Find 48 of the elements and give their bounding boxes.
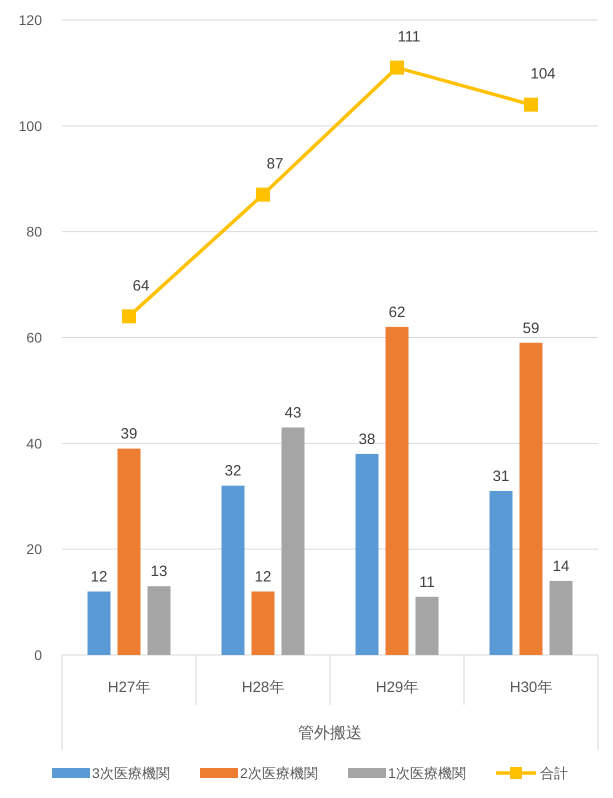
point bbox=[390, 60, 404, 75]
bar bbox=[252, 592, 274, 655]
y-tick-label: 40 bbox=[26, 435, 42, 452]
y-tick-label: 120 bbox=[18, 12, 42, 28]
data-label: 104 bbox=[530, 66, 556, 83]
point bbox=[524, 98, 538, 112]
x-axis-title: 管外搬送 bbox=[298, 725, 362, 742]
bar bbox=[88, 592, 110, 655]
bar bbox=[118, 448, 140, 655]
bar bbox=[282, 427, 304, 655]
data-label: 87 bbox=[266, 156, 284, 173]
x-tick-label: H30年 bbox=[510, 679, 552, 696]
bar bbox=[356, 454, 378, 655]
bar bbox=[386, 326, 408, 655]
data-label: 39 bbox=[120, 426, 138, 443]
data-label: 11 bbox=[419, 574, 435, 591]
bar bbox=[222, 486, 244, 655]
data-label: 14 bbox=[552, 558, 570, 575]
point bbox=[256, 188, 270, 202]
y-tick-label: 60 bbox=[26, 330, 42, 346]
y-tick-label: 20 bbox=[26, 541, 42, 558]
legend-label: 合計 bbox=[540, 765, 568, 781]
x-tick-label: H27年 bbox=[108, 679, 150, 696]
point bbox=[122, 309, 136, 324]
bar bbox=[550, 580, 572, 655]
data-label: 12 bbox=[90, 568, 108, 586]
x-tick-label: H28年 bbox=[242, 679, 284, 696]
data-label: 13 bbox=[150, 563, 168, 580]
bar bbox=[148, 586, 170, 655]
data-label: 12 bbox=[254, 568, 272, 586]
legend-label: 2次医療機関 bbox=[240, 765, 318, 781]
y-tick-label: 80 bbox=[26, 224, 42, 240]
data-label: 43 bbox=[284, 404, 302, 422]
bar bbox=[416, 596, 438, 655]
legend-label: 3次医療機関 bbox=[92, 765, 170, 781]
data-label: 111 bbox=[398, 28, 420, 46]
data-label: 64 bbox=[132, 277, 150, 294]
y-tick-label: 100 bbox=[18, 118, 42, 134]
legend-label: 1次医療機関 bbox=[388, 765, 466, 781]
x-tick-label: H29年 bbox=[376, 679, 418, 696]
bar bbox=[520, 342, 542, 655]
data-label: 59 bbox=[522, 320, 540, 337]
bar bbox=[490, 490, 512, 655]
data-label: 62 bbox=[388, 304, 406, 321]
data-label: 31 bbox=[492, 468, 510, 485]
y-tick-label: 0 bbox=[34, 647, 42, 663]
data-label: 38 bbox=[358, 430, 376, 448]
data-label: 32 bbox=[224, 462, 242, 480]
